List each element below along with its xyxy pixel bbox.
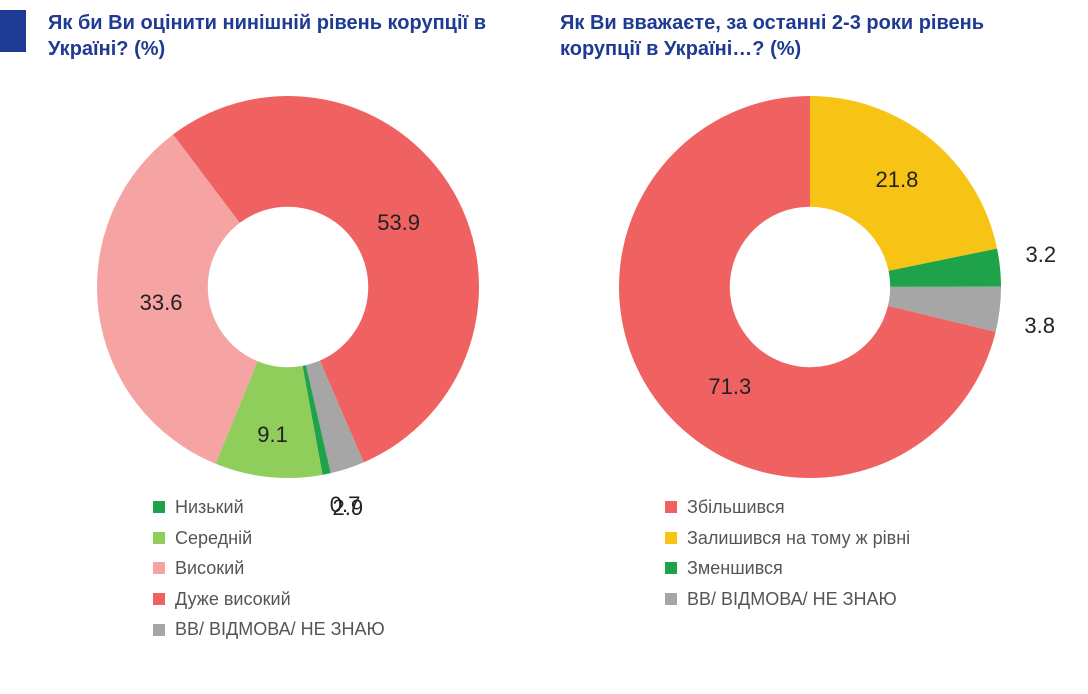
legend-swatch [153, 562, 165, 574]
slice-value-label: 9.1 [257, 422, 288, 448]
legend-item: Дуже високий [153, 584, 528, 615]
legend-item: ВВ/ ВІДМОВА/ НЕ ЗНАЮ [665, 584, 1060, 615]
legend-swatch [665, 593, 677, 605]
left-donut-chart: 53.92.90.79.133.6 [93, 92, 483, 482]
legend-item: ВВ/ ВІДМОВА/ НЕ ЗНАЮ [153, 614, 528, 645]
slice-value-label: 53.9 [377, 210, 420, 236]
legend-label: ВВ/ ВІДМОВА/ НЕ ЗНАЮ [687, 584, 897, 615]
legend-label: Низький [175, 492, 244, 523]
slice-value-label: 3.2 [1026, 242, 1057, 268]
slice-value-label: 71.3 [708, 374, 751, 400]
accent-bar [0, 10, 26, 52]
legend-label: ВВ/ ВІДМОВА/ НЕ ЗНАЮ [175, 614, 385, 645]
legend-label: Дуже високий [175, 584, 291, 615]
left-panel: Як би Ви оцінити нинішній рівень корупці… [48, 0, 528, 645]
slice-value-label: 33.6 [140, 290, 183, 316]
right-donut-chart: 21.83.23.871.3 [615, 92, 1005, 482]
slice-value-label: 3.8 [1024, 313, 1055, 339]
right-legend: ЗбільшивсяЗалишився на тому ж рівніЗменш… [665, 492, 1060, 614]
legend-item: Високий [153, 553, 528, 584]
legend-label: Зменшився [687, 553, 783, 584]
legend-swatch [153, 593, 165, 605]
legend-swatch [153, 532, 165, 544]
legend-label: Збільшився [687, 492, 785, 523]
right-panel: Як Ви вважаєте, за останні 2-3 роки ріве… [560, 0, 1060, 614]
right-title: Як Ви вважаєте, за останні 2-3 роки ріве… [560, 10, 1060, 62]
legend-swatch [665, 562, 677, 574]
legend-item: Залишився на тому ж рівні [665, 523, 1060, 554]
legend-swatch [665, 501, 677, 513]
legend-swatch [665, 532, 677, 544]
left-title: Як би Ви оцінити нинішній рівень корупці… [48, 10, 528, 62]
legend-item: Середній [153, 523, 528, 554]
legend-label: Високий [175, 553, 244, 584]
slice-value-label: 21.8 [875, 167, 918, 193]
legend-label: Залишився на тому ж рівні [687, 523, 910, 554]
legend-item: Зменшився [665, 553, 1060, 584]
slice-value-label: 0.7 [330, 492, 361, 518]
legend-label: Середній [175, 523, 252, 554]
legend-item: Збільшився [665, 492, 1060, 523]
legend-swatch [153, 501, 165, 513]
legend-swatch [153, 624, 165, 636]
